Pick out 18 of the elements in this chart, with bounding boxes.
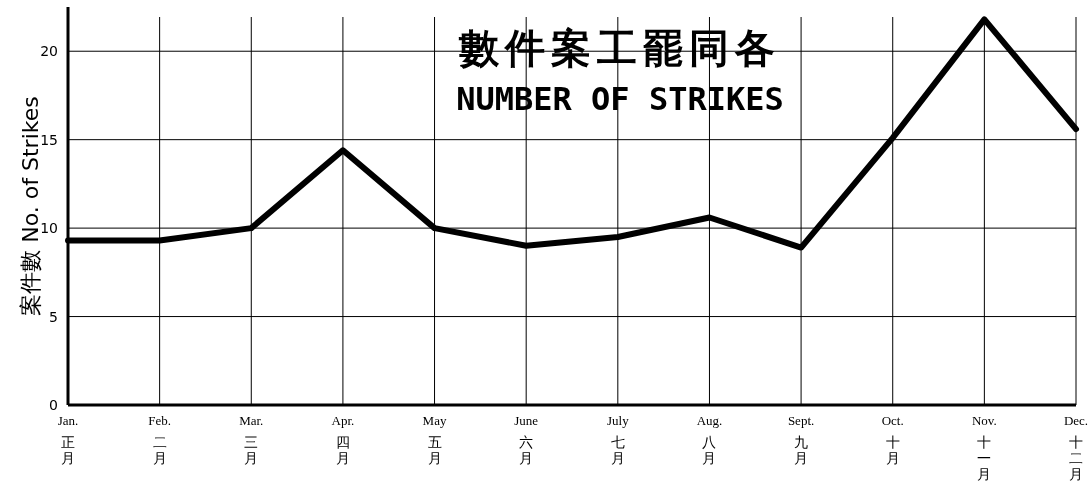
x-tick-label: Feb. 二月 xyxy=(148,413,172,466)
x-tick-label: Mar. 三月 xyxy=(239,413,264,466)
x-tick-label: July 七月 xyxy=(606,413,630,466)
x-tick-label: Sept. 九月 xyxy=(787,413,815,466)
x-tick-label: June 六月 xyxy=(514,413,539,466)
y-tick-label: 0 xyxy=(49,397,58,413)
y-tick-label: 15 xyxy=(40,131,58,148)
x-tick-label: May 五月 xyxy=(422,413,447,466)
y-tick-label: 20 xyxy=(40,43,58,60)
x-tick-label: Nov. 十一月 xyxy=(971,413,997,482)
x-tick-label: Oct. 十月 xyxy=(881,413,904,466)
x-tick-label: Apr. 四月 xyxy=(331,413,355,466)
x-tick-label: Dec. 十二月 xyxy=(1063,413,1088,482)
y-tick-label: 5 xyxy=(49,308,58,325)
x-tick-label: Aug. 八月 xyxy=(696,413,723,466)
x-tick-label: Jan. 正月 xyxy=(57,413,79,466)
y-axis-title: 案件數 No. of Strikes xyxy=(18,96,43,316)
y-tick-label: 10 xyxy=(40,220,58,237)
